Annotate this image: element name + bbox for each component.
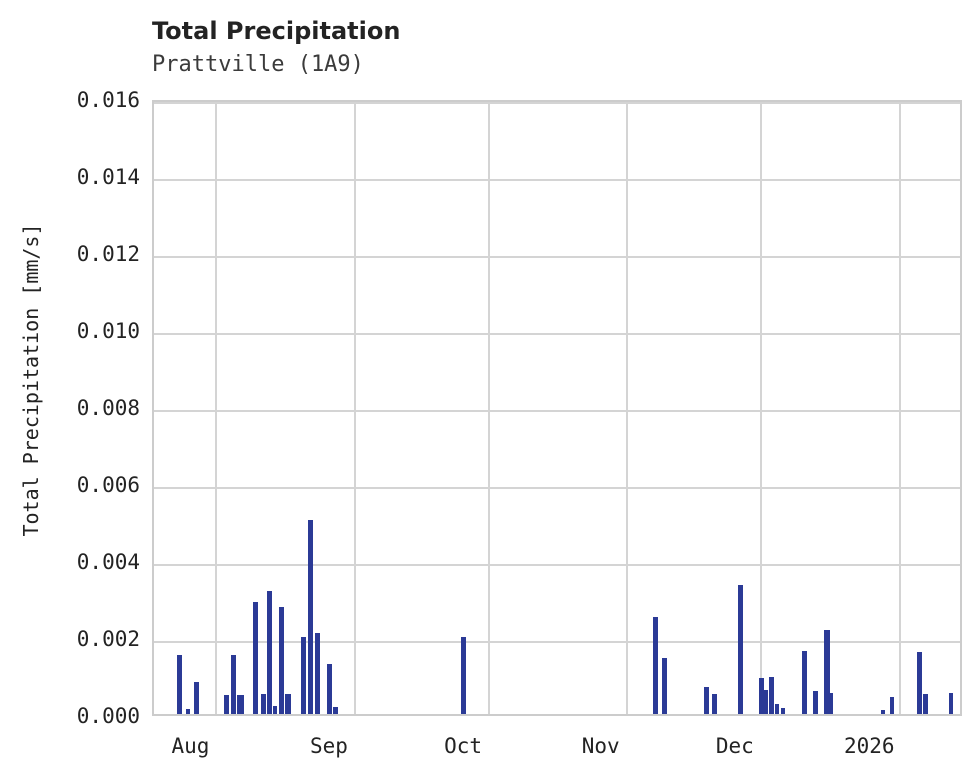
bar <box>824 630 831 714</box>
bar <box>923 693 929 714</box>
bar <box>231 655 237 714</box>
y-tick-label: 0.014 <box>76 165 140 189</box>
y-tick-label: 0.012 <box>76 242 140 266</box>
y-tick-label: 0.004 <box>76 550 140 574</box>
gridline-horizontal-6 <box>154 256 960 258</box>
bar <box>662 657 668 714</box>
bar <box>880 710 885 714</box>
bar <box>307 520 313 714</box>
plot-area <box>152 100 962 716</box>
gridline-horizontal-3 <box>154 487 960 489</box>
bar <box>252 602 258 714</box>
gridline-vertical-3 <box>625 102 628 714</box>
bar <box>284 693 291 714</box>
y-tick-label: 0.000 <box>76 704 140 728</box>
gridline-horizontal-4 <box>154 410 960 412</box>
gridline-horizontal-7 <box>154 179 960 181</box>
y-tick-label: 0.002 <box>76 627 140 651</box>
x-tick-label: Oct <box>444 734 482 758</box>
gridline-horizontal-5 <box>154 333 960 335</box>
y-tick-label: 0.006 <box>76 473 140 497</box>
gridline-vertical-5 <box>899 102 902 714</box>
bar <box>703 686 709 714</box>
gridline-horizontal-2 <box>154 564 960 566</box>
y-axis-label: Total Precipitation [mm/s] <box>19 223 43 537</box>
gridline-vertical-1 <box>353 102 356 714</box>
bar <box>738 584 744 714</box>
bar <box>185 709 190 714</box>
bar <box>712 693 718 714</box>
bar <box>315 633 321 714</box>
x-tick-label: Dec <box>715 734 754 758</box>
bar <box>802 651 808 714</box>
bar <box>781 707 785 714</box>
chart-subtitle: Prattville (1A9) <box>152 52 364 77</box>
bar <box>272 706 277 714</box>
bar <box>266 590 272 714</box>
y-tick-label: 0.010 <box>76 319 140 343</box>
x-tick-label: Aug <box>171 734 210 758</box>
gridline-vertical-0 <box>214 102 217 714</box>
bar <box>460 637 466 714</box>
gridline-horizontal-8 <box>154 102 960 104</box>
bar <box>177 655 183 714</box>
gridline-vertical-4 <box>759 102 762 714</box>
bar <box>194 682 200 714</box>
x-tick-label: Nov <box>581 734 620 758</box>
bar <box>278 607 284 714</box>
page-title: Total Precipitation <box>152 17 401 45</box>
bar <box>333 707 339 714</box>
bar <box>758 678 764 714</box>
bar <box>889 697 894 714</box>
gridline-horizontal-1 <box>154 641 960 643</box>
bar <box>652 616 658 714</box>
bar <box>828 692 833 714</box>
bar <box>769 676 775 714</box>
bar <box>223 695 229 714</box>
gridline-vertical-2 <box>487 102 490 714</box>
bar <box>764 690 768 714</box>
bar <box>949 692 953 714</box>
y-tick-label: 0.016 <box>76 88 140 112</box>
bar <box>261 694 267 714</box>
bar <box>917 652 923 714</box>
bar <box>775 703 779 714</box>
bar <box>327 663 333 714</box>
bar <box>301 637 307 714</box>
x-tick-label: Sep <box>310 734 348 758</box>
bar <box>236 694 244 714</box>
y-tick-label: 0.008 <box>76 396 140 420</box>
bar <box>813 690 819 714</box>
x-tick-label: 2026 <box>843 734 895 758</box>
